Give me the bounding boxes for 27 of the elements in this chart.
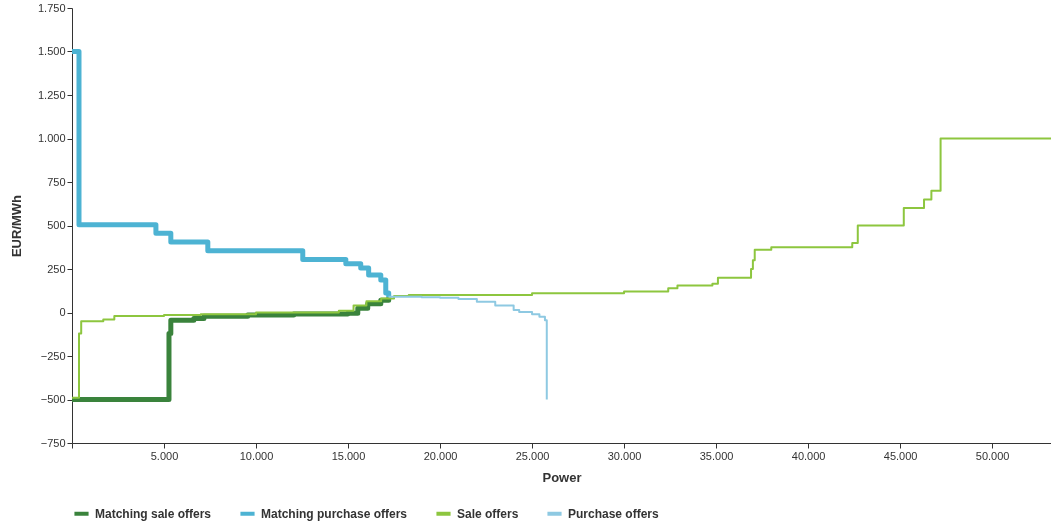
x-tick-label: 45.000 — [883, 449, 918, 462]
y-tick-label: 1.750 — [37, 1, 66, 14]
y-tick-label: 1.000 — [37, 132, 66, 144]
x-tick-label: 40.000 — [791, 449, 826, 462]
x-tick-label: 20.000 — [423, 449, 458, 462]
y-tick-label: 0 — [59, 306, 66, 318]
x-tick-label: 25.000 — [515, 449, 550, 462]
y-tick-label: 750 — [47, 175, 66, 188]
y-tick-label: 1.250 — [37, 88, 66, 101]
y-axis-title: EUR/MWh — [8, 194, 24, 258]
x-tick-label: 10.000 — [239, 449, 274, 462]
y-tick-label: 500 — [47, 219, 66, 231]
x-tick-label: 30.000 — [607, 449, 642, 462]
x-axis-title: Power — [542, 469, 582, 485]
x-tick-label: 35.000 — [699, 449, 734, 462]
legend-label: Purchase offers — [568, 506, 660, 521]
legend-label: Matching sale offers — [95, 506, 212, 521]
legend-label: Matching purchase offers — [261, 506, 408, 521]
y-tick-label: −250 — [40, 349, 66, 362]
legend-label: Sale offers — [457, 506, 519, 521]
x-tick-label: 15.000 — [331, 449, 366, 462]
y-tick-label: 250 — [47, 262, 66, 275]
y-tick-label: −750 — [40, 436, 66, 449]
x-tick-label: 5.000 — [150, 449, 179, 462]
y-tick-label: −500 — [40, 393, 66, 405]
y-tick-label: 1.500 — [37, 45, 66, 57]
x-tick-label: 50.000 — [975, 449, 1010, 462]
